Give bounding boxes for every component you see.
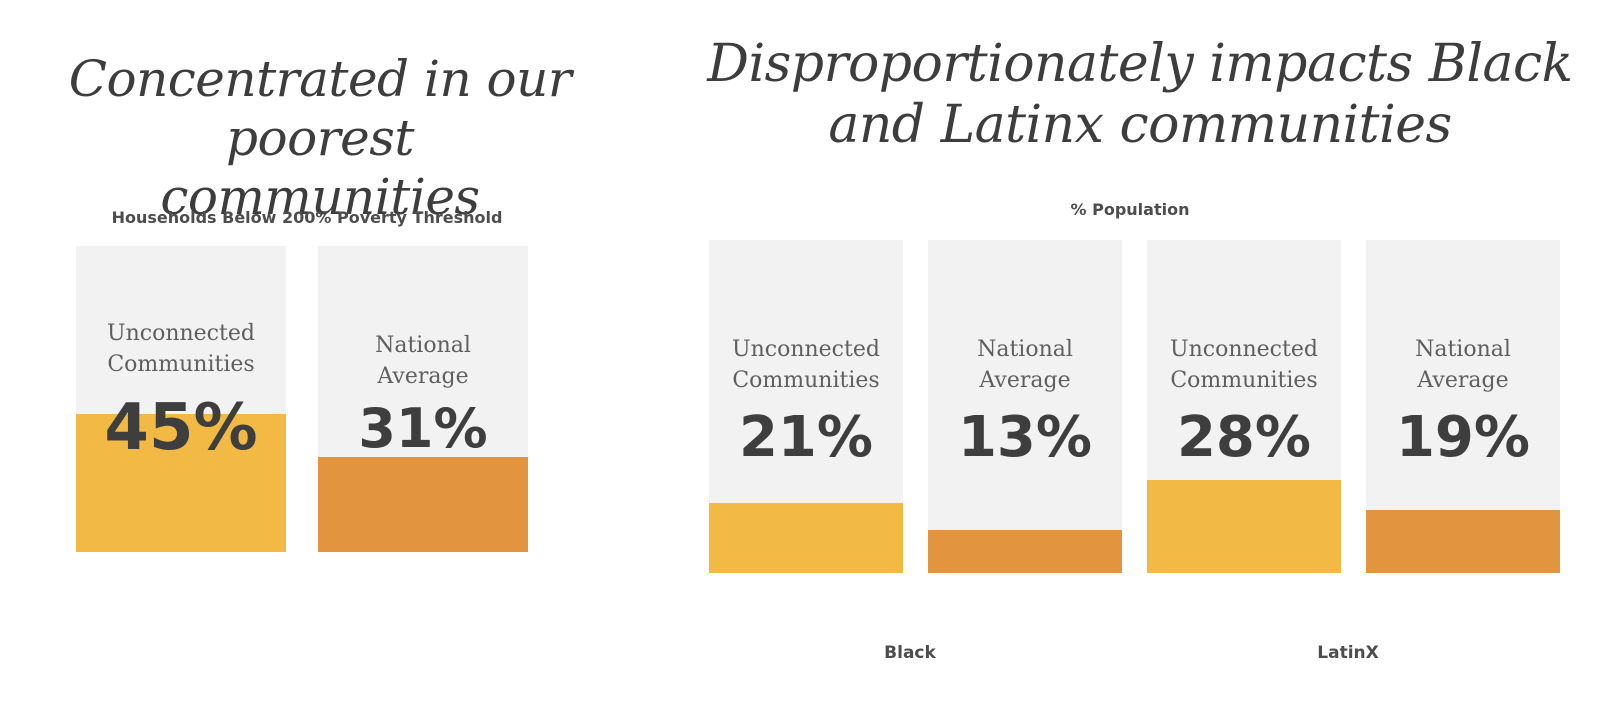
right-bar-latinx-unconnected-fill — [1147, 480, 1341, 573]
left-heading: Concentrated in our poorest communities — [0, 50, 640, 227]
right-bar-latinx-unconnected-label: Unconnected Communities — [1147, 334, 1341, 396]
right-bar-black-unconnected: Unconnected Communities 21% — [709, 240, 903, 573]
right-bar-latinx-national-average-label: National Average — [1366, 334, 1560, 396]
left-bar-national-average-label: National Average — [318, 330, 528, 392]
right-bar-latinx-unconnected-value: 28% — [1176, 405, 1312, 470]
left-heading-line-2: communities — [160, 168, 480, 226]
right-bar-black-unconnected-value: 21% — [738, 405, 874, 470]
right-bar-black-national-average-label: National Average — [928, 334, 1122, 396]
left-heading-line-1: Concentrated in our poorest — [68, 50, 572, 167]
right-bar-black-unconnected-fill — [709, 503, 903, 573]
right-bar-latinx-national-average-label-line-2: Average — [1417, 368, 1509, 393]
group-label-black: Black — [884, 643, 936, 663]
left-bar-unconnected-label-line-2: Communities — [107, 352, 255, 377]
right-bar-latinx-unconnected-label-line-1: Unconnected — [1170, 337, 1318, 362]
right-bar-black-national-average: National Average 13% — [928, 240, 1122, 573]
left-bar-national-average-fill — [318, 457, 528, 552]
right-chart-title: % Population — [1070, 200, 1190, 219]
right-bar-latinx-national-average-fill — [1366, 510, 1560, 573]
left-bar-unconnected-label: Unconnected Communities — [76, 318, 286, 380]
left-bar-national-average-label-line-1: National — [375, 333, 471, 358]
left-bar-unconnected-label-line-1: Unconnected — [107, 321, 255, 346]
left-bar-national-average-label-line-2: Average — [377, 364, 469, 389]
right-bar-black-unconnected-label: Unconnected Communities — [709, 334, 903, 396]
left-bar-national-average-value: 31% — [358, 397, 488, 460]
left-chart-title: Households Below 200% Poverty Threshold — [111, 208, 503, 227]
right-bar-black-unconnected-label-line-1: Unconnected — [732, 337, 880, 362]
right-bar-black-unconnected-label-line-2: Communities — [732, 368, 880, 393]
right-heading-line-2: and Latinx communities — [828, 95, 1452, 156]
left-bar-unconnected-value: 45% — [104, 391, 258, 465]
right-bar-black-national-average-fill — [928, 530, 1122, 573]
right-bar-black-national-average-label-line-2: Average — [979, 368, 1071, 393]
group-label-latinx: LatinX — [1317, 643, 1379, 663]
right-bar-latinx-unconnected: Unconnected Communities 28% — [1147, 240, 1341, 573]
left-bar-national-average: National Average 31% — [318, 246, 528, 552]
left-bar-unconnected: Unconnected Communities 45% — [76, 246, 286, 552]
right-heading: Disproportionately impacts Black and Lat… — [700, 34, 1580, 157]
right-heading-line-1: Disproportionately impacts Black — [707, 34, 1573, 94]
left-panel: Concentrated in our poorest communities … — [0, 0, 640, 714]
right-bar-latinx-national-average-value: 19% — [1395, 405, 1531, 470]
left-bar-unconnected-fill — [76, 414, 286, 552]
right-bar-black-national-average-value: 13% — [957, 405, 1093, 470]
right-bar-latinx-national-average: National Average 19% — [1366, 240, 1560, 573]
right-bar-latinx-national-average-label-line-1: National — [1415, 337, 1511, 362]
right-bar-black-national-average-label-line-1: National — [977, 337, 1073, 362]
right-bar-latinx-unconnected-label-line-2: Communities — [1170, 368, 1318, 393]
right-panel: Disproportionately impacts Black and Lat… — [700, 0, 1600, 714]
